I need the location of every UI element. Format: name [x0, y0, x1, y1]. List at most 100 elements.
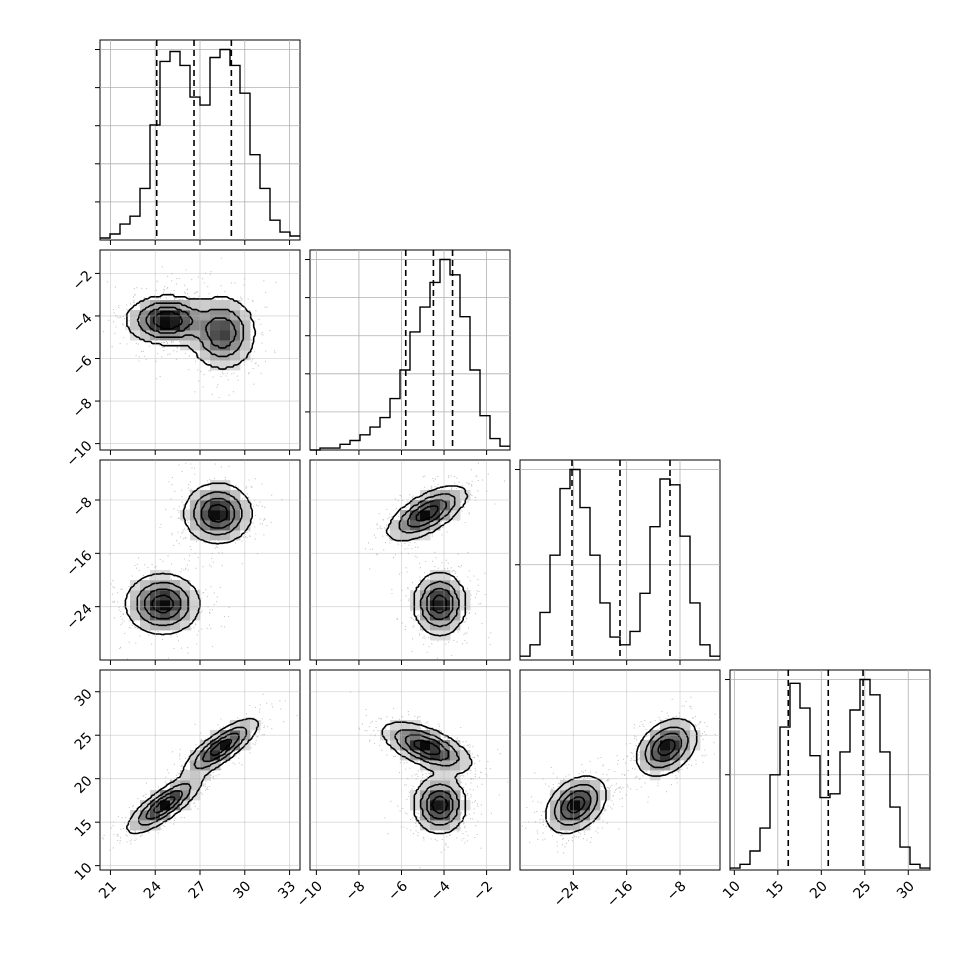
x-tick-label: 24	[141, 878, 165, 902]
density-cell	[570, 820, 581, 831]
density-cell	[640, 760, 651, 771]
density-cell	[210, 310, 221, 321]
density-cell	[580, 820, 591, 831]
density-cell	[390, 720, 401, 731]
density-cell	[430, 800, 441, 811]
x-tick-label: 27	[186, 878, 210, 902]
y-tick-label: −4	[70, 310, 96, 336]
density-cell	[130, 600, 141, 611]
hist-frame	[729, 669, 931, 871]
contour-line	[136, 302, 245, 358]
density-cell	[220, 320, 231, 331]
contour-line	[152, 310, 183, 330]
density-cell	[430, 520, 441, 531]
density-cell	[440, 800, 451, 811]
density-cell	[180, 620, 191, 631]
y-tick-label: 30	[72, 686, 96, 710]
density-cell	[200, 340, 211, 351]
density-cell	[200, 740, 211, 751]
density-cell	[410, 750, 421, 761]
density-cell	[410, 510, 421, 521]
density-cell	[220, 740, 231, 751]
y-tick-label: −8	[70, 395, 96, 421]
density-cell	[430, 580, 441, 591]
density-cell	[420, 490, 431, 501]
density-cell	[200, 320, 211, 331]
density-cell	[170, 600, 181, 611]
contour-line	[545, 717, 698, 835]
density-cell	[160, 310, 171, 321]
contour-line	[394, 729, 460, 826]
x-tick-label: 21	[96, 878, 120, 902]
density-cell	[420, 620, 431, 631]
density-cell	[220, 360, 231, 371]
density-cell	[400, 530, 411, 541]
density-cell	[160, 580, 171, 591]
density-cell	[220, 350, 231, 361]
density-cell	[420, 600, 431, 611]
density-cell	[140, 320, 151, 331]
x-tick-label: −8	[343, 878, 369, 904]
density-cell	[160, 800, 171, 811]
y-tick-label: −24	[63, 601, 95, 633]
density-cell	[560, 810, 571, 821]
density-cell	[440, 570, 451, 581]
density-cell	[130, 810, 141, 821]
density-cell	[210, 510, 221, 521]
density-cell	[640, 740, 651, 751]
density-cell	[440, 590, 451, 601]
density-cell	[230, 720, 241, 731]
density-cell	[230, 740, 241, 751]
density-cell	[180, 310, 191, 321]
density-cell	[160, 600, 171, 611]
density-cell	[190, 500, 201, 511]
density-cell	[440, 610, 451, 621]
density-cell	[170, 780, 181, 791]
density-cell	[210, 490, 221, 501]
density-cell	[200, 300, 211, 311]
density-cell	[180, 510, 191, 521]
density-cell	[570, 790, 581, 801]
x-tick-label: 15	[764, 878, 788, 902]
density-cell	[200, 330, 211, 341]
density-cell	[230, 340, 241, 351]
pair-panel-3-0	[99, 669, 301, 871]
density-cell	[590, 810, 601, 821]
pair-frame	[519, 669, 721, 871]
density-cell	[450, 490, 461, 501]
density-cell	[200, 350, 211, 361]
density-cell	[390, 530, 401, 541]
density-cell	[440, 490, 451, 501]
density-cell	[420, 580, 431, 591]
density-cell	[140, 610, 151, 621]
density-cell	[130, 590, 141, 601]
density-cell	[160, 320, 171, 331]
x-tick-label: −10	[294, 878, 326, 910]
density-cell	[650, 750, 661, 761]
x-tick-label: 20	[807, 878, 831, 902]
pair-frame	[309, 459, 511, 661]
density-cell	[160, 610, 171, 621]
density-cell	[220, 480, 231, 491]
density-cell	[200, 530, 211, 541]
density-cell	[420, 500, 431, 511]
density-cell	[570, 780, 581, 791]
density-cell	[460, 750, 471, 761]
density-cell	[210, 520, 221, 531]
density-cell	[140, 300, 151, 311]
hist-step-1	[310, 258, 510, 451]
density-cell	[410, 740, 421, 751]
x-tick-label: 10	[720, 878, 744, 902]
density-cell	[410, 590, 421, 601]
density-cell	[590, 790, 601, 801]
density-cell	[450, 770, 461, 781]
density-cell	[660, 760, 671, 771]
density-cell	[220, 330, 231, 341]
y-tick-label: −16	[63, 548, 95, 580]
density-cell	[430, 760, 441, 771]
density-cell	[140, 580, 151, 591]
density-cell	[430, 590, 441, 601]
density-cell	[190, 340, 201, 351]
density-cell	[420, 780, 431, 791]
density-cell	[210, 300, 221, 311]
